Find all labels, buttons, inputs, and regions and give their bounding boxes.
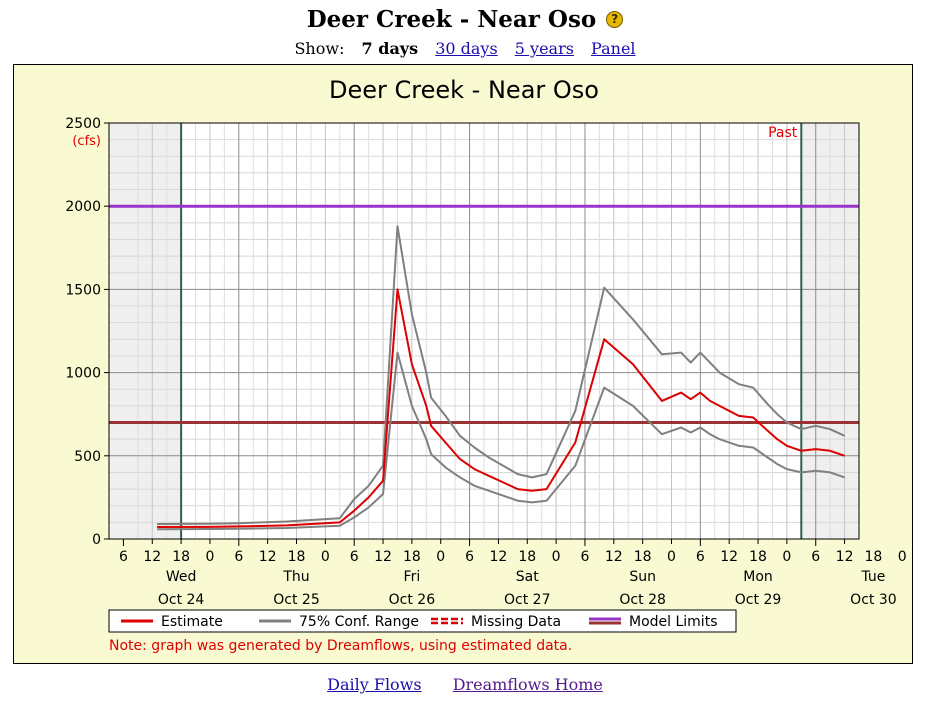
x-hour-label: 18 bbox=[865, 549, 883, 565]
x-hour-label: 0 bbox=[321, 549, 330, 565]
page-header: Deer Creek - Near Oso? bbox=[0, 6, 930, 33]
x-hour-label: 6 bbox=[234, 549, 243, 565]
x-hour-label: 0 bbox=[898, 549, 907, 565]
range-option-5-years[interactable]: 5 years bbox=[514, 39, 574, 58]
past-label: Past bbox=[768, 125, 798, 141]
x-date-label: Oct 30 bbox=[850, 592, 896, 608]
confidence-line-2 bbox=[157, 351, 845, 531]
x-hour-label: 18 bbox=[172, 549, 190, 565]
x-hour-label: 12 bbox=[836, 549, 854, 565]
estimate-line bbox=[157, 288, 845, 528]
x-hour-label: 12 bbox=[720, 549, 738, 565]
x-hour-label: 6 bbox=[350, 549, 359, 565]
x-hour-label: 0 bbox=[782, 549, 791, 565]
y-tick-label: 0 bbox=[92, 532, 101, 548]
footer-links: Daily Flows Dreamflows Home bbox=[0, 675, 930, 694]
x-hour-label: 18 bbox=[403, 549, 421, 565]
question-mark-icon[interactable]: ? bbox=[606, 11, 624, 28]
x-hour-label: 0 bbox=[436, 549, 445, 565]
x-date-label: Oct 29 bbox=[735, 592, 781, 608]
x-hour-label: 18 bbox=[518, 549, 536, 565]
x-hour-label: 6 bbox=[465, 549, 474, 565]
page-title: Deer Creek - Near Oso bbox=[306, 6, 597, 33]
legend-label: Estimate bbox=[161, 614, 223, 630]
x-hour-label: 12 bbox=[490, 549, 508, 565]
x-hour-label: 18 bbox=[288, 549, 306, 565]
range-option-panel[interactable]: Panel bbox=[591, 39, 636, 58]
range-selector: Show: 7 days 30 days 5 years Panel bbox=[0, 39, 930, 58]
chart-note: Note: graph was generated by Dreamflows,… bbox=[109, 638, 572, 654]
dreamflows-home-link[interactable]: Dreamflows Home bbox=[452, 675, 603, 694]
show-label: Show: bbox=[294, 39, 345, 58]
flow-chart: Deer Creek - Near Oso 0 500 1000 1500 2000 250… bbox=[65, 76, 907, 654]
x-day-label: Mon bbox=[743, 569, 773, 585]
x-hour-label: 6 bbox=[696, 549, 705, 565]
x-day-label: Tue bbox=[860, 569, 885, 585]
y-tick-label: 2000 bbox=[65, 199, 101, 215]
range-option-7-days: 7 days bbox=[361, 39, 419, 58]
y-axis-label: (cfs) bbox=[72, 134, 101, 149]
x-date-label: Oct 25 bbox=[273, 592, 319, 608]
x-date-label: Oct 28 bbox=[619, 592, 665, 608]
x-day-label: Fri bbox=[404, 569, 421, 585]
legend-label: Missing Data bbox=[471, 614, 561, 630]
x-hour-label: 6 bbox=[581, 549, 590, 565]
plot-frame bbox=[108, 122, 860, 540]
legend-box bbox=[108, 609, 737, 633]
shaded-zone-left bbox=[109, 123, 182, 539]
x-hour-label: 12 bbox=[143, 549, 161, 565]
x-day-label: Sun bbox=[629, 569, 656, 585]
x-hour-label: 12 bbox=[605, 549, 623, 565]
daily-flows-link[interactable]: Daily Flows bbox=[327, 675, 422, 694]
chart-title: Deer Creek - Near Oso bbox=[329, 76, 599, 104]
x-hour-label: 0 bbox=[552, 549, 561, 565]
x-hour-label: 12 bbox=[374, 549, 392, 565]
y-tick-label: 1000 bbox=[65, 366, 101, 382]
x-date-label: Oct 26 bbox=[389, 592, 436, 608]
x-hour-label: 12 bbox=[259, 549, 277, 565]
x-hour-label: 18 bbox=[634, 549, 652, 565]
legend-label: 75% Conf. Range bbox=[299, 614, 419, 630]
x-date-label: Oct 27 bbox=[504, 592, 550, 608]
y-tick-label: 500 bbox=[74, 449, 101, 465]
x-day-label: Wed bbox=[166, 569, 197, 585]
x-hour-label: 0 bbox=[206, 549, 215, 565]
y-tick-label: 1500 bbox=[65, 282, 101, 298]
range-option-30-days[interactable]: 30 days bbox=[435, 39, 498, 58]
x-date-label: Oct 24 bbox=[158, 592, 205, 608]
x-day-label: Thu bbox=[282, 569, 309, 585]
x-hour-label: 18 bbox=[749, 549, 767, 565]
confidence-line-1 bbox=[157, 225, 846, 525]
y-tick-label: 2500 bbox=[65, 116, 101, 132]
x-hour-label: 0 bbox=[667, 549, 676, 565]
x-hour-label: 6 bbox=[811, 549, 820, 565]
chart-panel: Deer Creek - Near Oso 0 500 1000 1500 2000 250… bbox=[13, 64, 913, 664]
x-hour-label: 6 bbox=[119, 549, 128, 565]
x-day-label: Sat bbox=[516, 569, 539, 585]
legend-label: Model Limits bbox=[629, 614, 717, 630]
